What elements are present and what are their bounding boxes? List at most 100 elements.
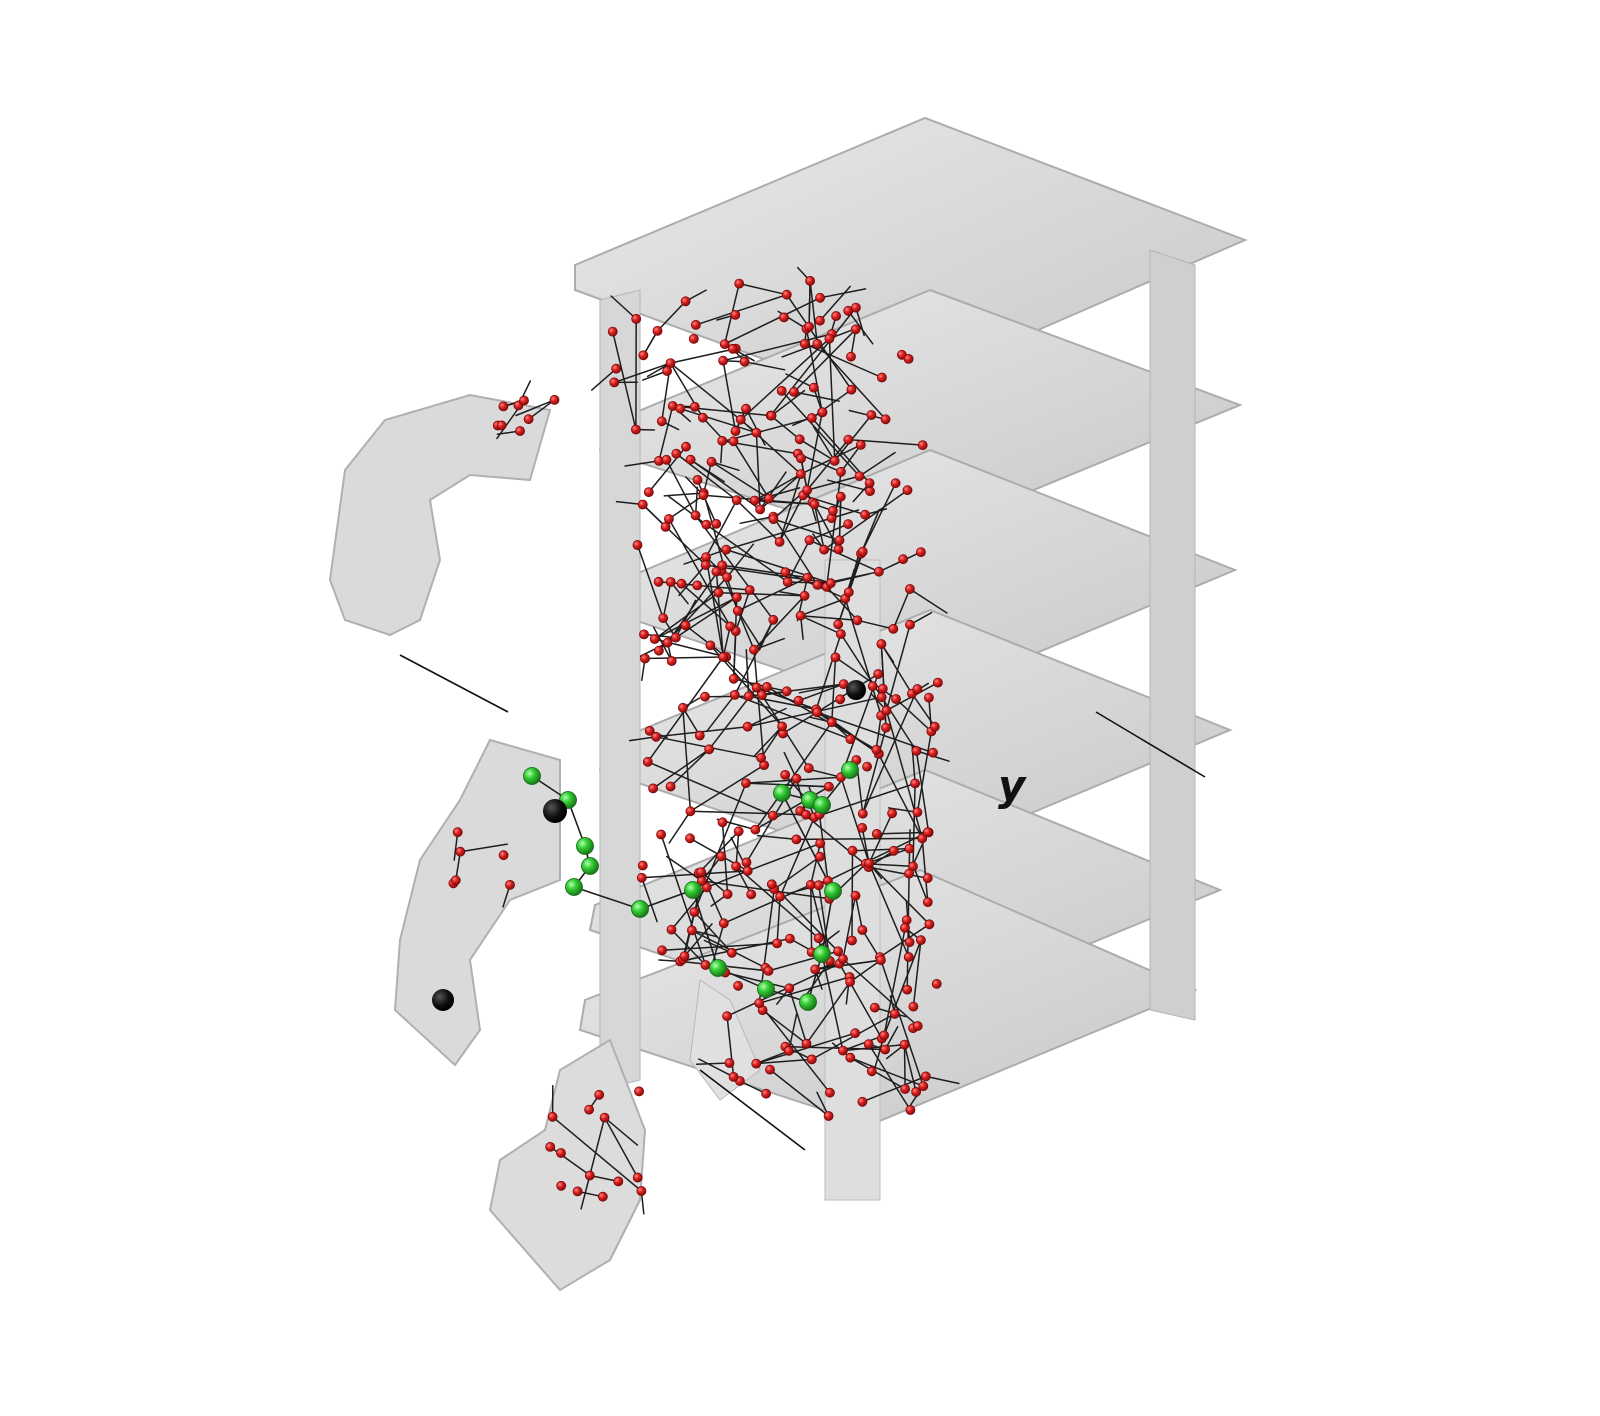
graph-edge: [695, 1062, 731, 1065]
red-node: [751, 427, 762, 438]
graph-edge: [670, 886, 708, 931]
red-node: [902, 984, 913, 995]
red-node: [631, 313, 642, 324]
red-node: [729, 690, 740, 700]
graph-edge: [793, 328, 857, 393]
red-node: [835, 694, 846, 705]
red-node: [701, 519, 712, 530]
red-node: [922, 827, 933, 838]
graph-edge: [611, 330, 637, 431]
graph-nodes: [432, 275, 943, 1202]
red-node: [666, 924, 677, 935]
red-node: [793, 695, 804, 706]
red-node: [653, 576, 664, 587]
graph-edge: [693, 782, 747, 913]
graph-edge: [758, 619, 775, 651]
graph-edge: [798, 438, 836, 462]
graph-edge: [799, 614, 842, 635]
green-node: [813, 796, 831, 814]
red-node: [721, 544, 732, 555]
red-node: [719, 339, 730, 349]
red-node: [680, 620, 691, 631]
red-node: [657, 945, 667, 956]
red-node: [718, 918, 729, 929]
red-node: [730, 309, 741, 320]
red-node: [637, 499, 648, 510]
red-node: [722, 1011, 732, 1022]
red-node: [733, 980, 743, 991]
red-node: [808, 382, 819, 393]
red-node: [801, 809, 811, 820]
red-node: [631, 424, 641, 435]
red-node: [843, 587, 854, 598]
red-node: [679, 951, 690, 961]
red-node: [766, 410, 777, 421]
graph-edge: [706, 694, 736, 732]
graph-edge: [753, 473, 802, 502]
red-node: [611, 363, 622, 374]
red-node: [632, 1172, 643, 1183]
red-node: [768, 514, 779, 524]
red-node: [802, 572, 813, 583]
red-node: [888, 624, 899, 634]
graph-edge: [652, 748, 710, 790]
red-node: [727, 343, 738, 354]
red-node: [903, 952, 914, 962]
red-node: [594, 1089, 605, 1100]
red-node: [547, 1111, 558, 1122]
red-node: [845, 1052, 856, 1063]
red-node: [904, 843, 915, 854]
red-node: [836, 466, 846, 477]
red-node: [734, 278, 745, 289]
red-node: [556, 1180, 567, 1191]
red-node: [728, 673, 739, 684]
red-node: [799, 590, 810, 601]
red-node: [782, 577, 793, 587]
graph-edge: [803, 343, 883, 379]
graph-edge: [813, 503, 840, 551]
graph-edge: [722, 359, 737, 432]
red-node: [905, 584, 915, 594]
graph-edge: [755, 431, 761, 511]
red-node: [662, 637, 673, 648]
red-node: [766, 879, 777, 890]
graph-edge: [643, 633, 677, 639]
red-node: [687, 925, 697, 936]
red-node: [880, 414, 891, 425]
graph-edge: [861, 827, 870, 864]
graph-edge: [769, 414, 801, 441]
red-node: [795, 610, 806, 621]
green-node: [813, 945, 831, 963]
red-node: [764, 493, 774, 504]
red-node: [505, 880, 515, 890]
green-node: [773, 784, 791, 802]
red-node: [887, 808, 897, 819]
green-path-edge: [692, 889, 719, 969]
graph-edge: [745, 407, 766, 446]
graph-edge: [641, 877, 658, 923]
graph-edge: [689, 810, 807, 816]
red-node: [825, 578, 836, 589]
red-node: [924, 919, 935, 930]
red-node: [776, 385, 787, 396]
graph-edge: [722, 625, 731, 658]
green-node: [799, 993, 817, 1011]
graph-edge: [667, 495, 708, 526]
green-node: [565, 878, 583, 896]
graph-edge: [840, 776, 870, 864]
graph-edge: [662, 581, 672, 619]
graph-edge: [684, 624, 727, 658]
red-node: [912, 684, 923, 694]
red-node: [874, 566, 884, 577]
graph-edge: [591, 367, 617, 391]
graph-edge: [885, 623, 911, 712]
bottom-stair: [488, 1038, 647, 1292]
red-node: [834, 535, 845, 546]
red-node: [731, 495, 742, 506]
red-node: [636, 1186, 647, 1196]
green-node: [576, 837, 594, 855]
red-node: [680, 296, 691, 307]
red-node: [692, 580, 703, 591]
red-node: [854, 471, 865, 481]
